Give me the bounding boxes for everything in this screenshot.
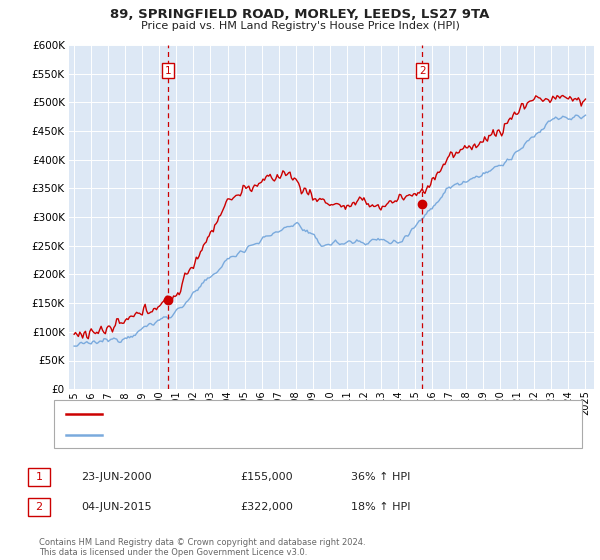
Text: 1: 1	[164, 66, 171, 76]
Text: 89, SPRINGFIELD ROAD, MORLEY, LEEDS, LS27 9TA: 89, SPRINGFIELD ROAD, MORLEY, LEEDS, LS2…	[110, 8, 490, 21]
Text: £155,000: £155,000	[240, 472, 293, 482]
Text: 18% ↑ HPI: 18% ↑ HPI	[351, 502, 410, 512]
Text: 36% ↑ HPI: 36% ↑ HPI	[351, 472, 410, 482]
Text: 04-JUN-2015: 04-JUN-2015	[81, 502, 152, 512]
Text: 1: 1	[35, 472, 43, 482]
Text: 89, SPRINGFIELD ROAD, MORLEY, LEEDS, LS27 9TA (detached house): 89, SPRINGFIELD ROAD, MORLEY, LEEDS, LS2…	[111, 409, 457, 419]
Text: Contains HM Land Registry data © Crown copyright and database right 2024.
This d: Contains HM Land Registry data © Crown c…	[39, 538, 365, 557]
Text: 2: 2	[35, 502, 43, 512]
Text: Price paid vs. HM Land Registry's House Price Index (HPI): Price paid vs. HM Land Registry's House …	[140, 21, 460, 31]
Text: 23-JUN-2000: 23-JUN-2000	[81, 472, 152, 482]
Text: £322,000: £322,000	[240, 502, 293, 512]
Text: 2: 2	[419, 66, 425, 76]
Text: HPI: Average price, detached house, Leeds: HPI: Average price, detached house, Leed…	[111, 430, 325, 440]
